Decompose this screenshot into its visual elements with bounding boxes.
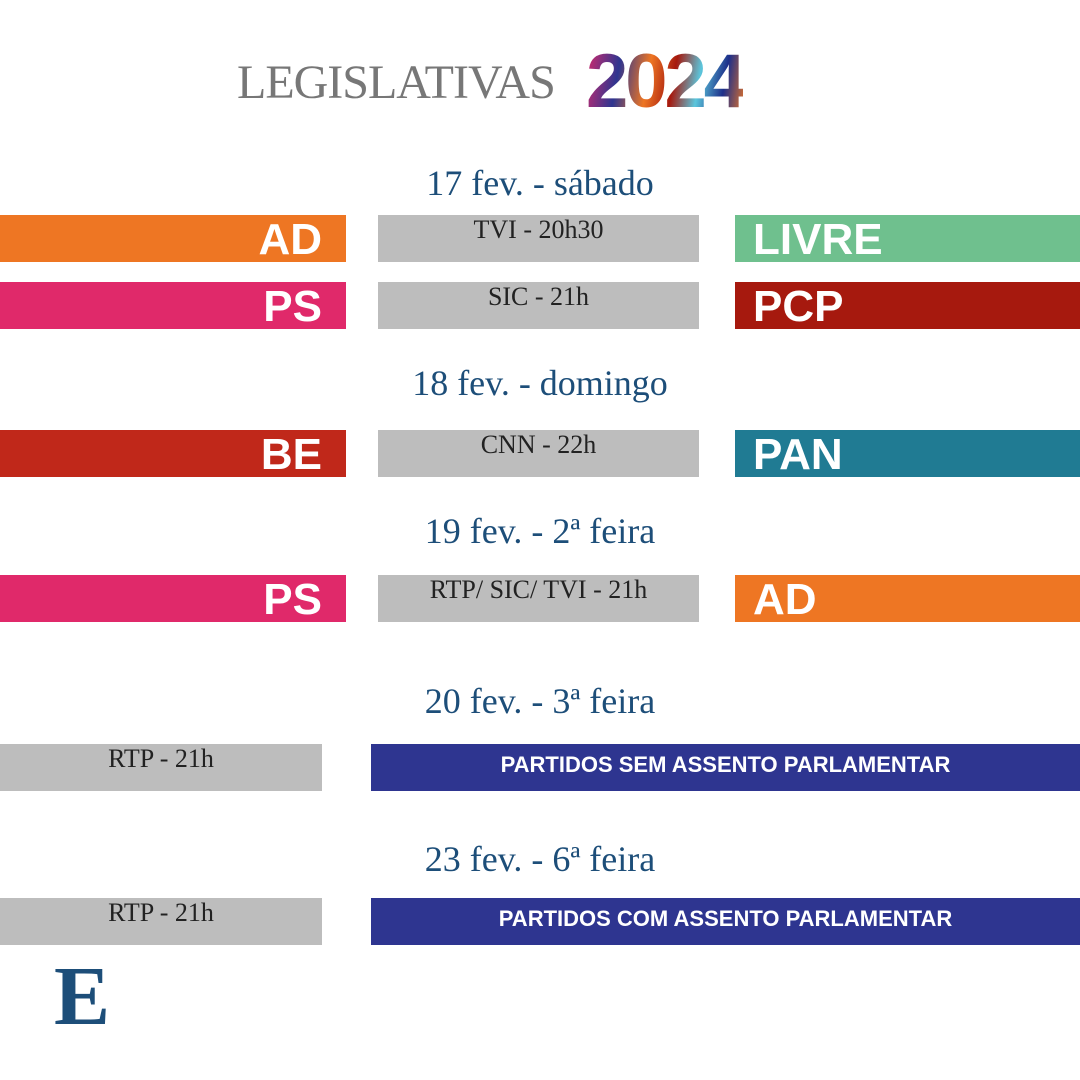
date: 23 fev. - 6ª feira: [424, 839, 656, 879]
party: LIVRE: [735, 215, 1080, 264]
party: AD: [0, 215, 346, 264]
date: 17 fev. - sábado: [426, 163, 654, 203]
party: PAN: [735, 430, 1080, 479]
date: 20 fev. - 3ª feira: [424, 681, 656, 721]
party: PS: [0, 575, 346, 624]
year: 2024: [586, 39, 746, 124]
party: PS: [0, 282, 346, 331]
logo: E: [54, 950, 111, 1043]
party: AD: [735, 575, 1080, 624]
date: 19 fev. - 2ª feira: [424, 511, 656, 551]
date: 18 fev. - domingo: [412, 363, 668, 403]
group-label: PARTIDOS COM ASSENTO PARLAMENTAR: [371, 898, 1080, 945]
channel: RTP/ SIC/ TVI - 21h: [378, 575, 699, 622]
channel: CNN - 22h: [378, 430, 699, 477]
title: LEGISLATIVAS: [237, 56, 556, 109]
channel: RTP - 21h: [0, 898, 322, 945]
channel: SIC - 21h: [378, 282, 699, 329]
party: PCP: [735, 282, 1080, 331]
channel: TVI - 20h30: [378, 215, 699, 262]
channel: RTP - 21h: [0, 744, 322, 791]
party: BE: [0, 430, 346, 479]
group-label: PARTIDOS SEM ASSENTO PARLAMENTAR: [371, 744, 1080, 791]
